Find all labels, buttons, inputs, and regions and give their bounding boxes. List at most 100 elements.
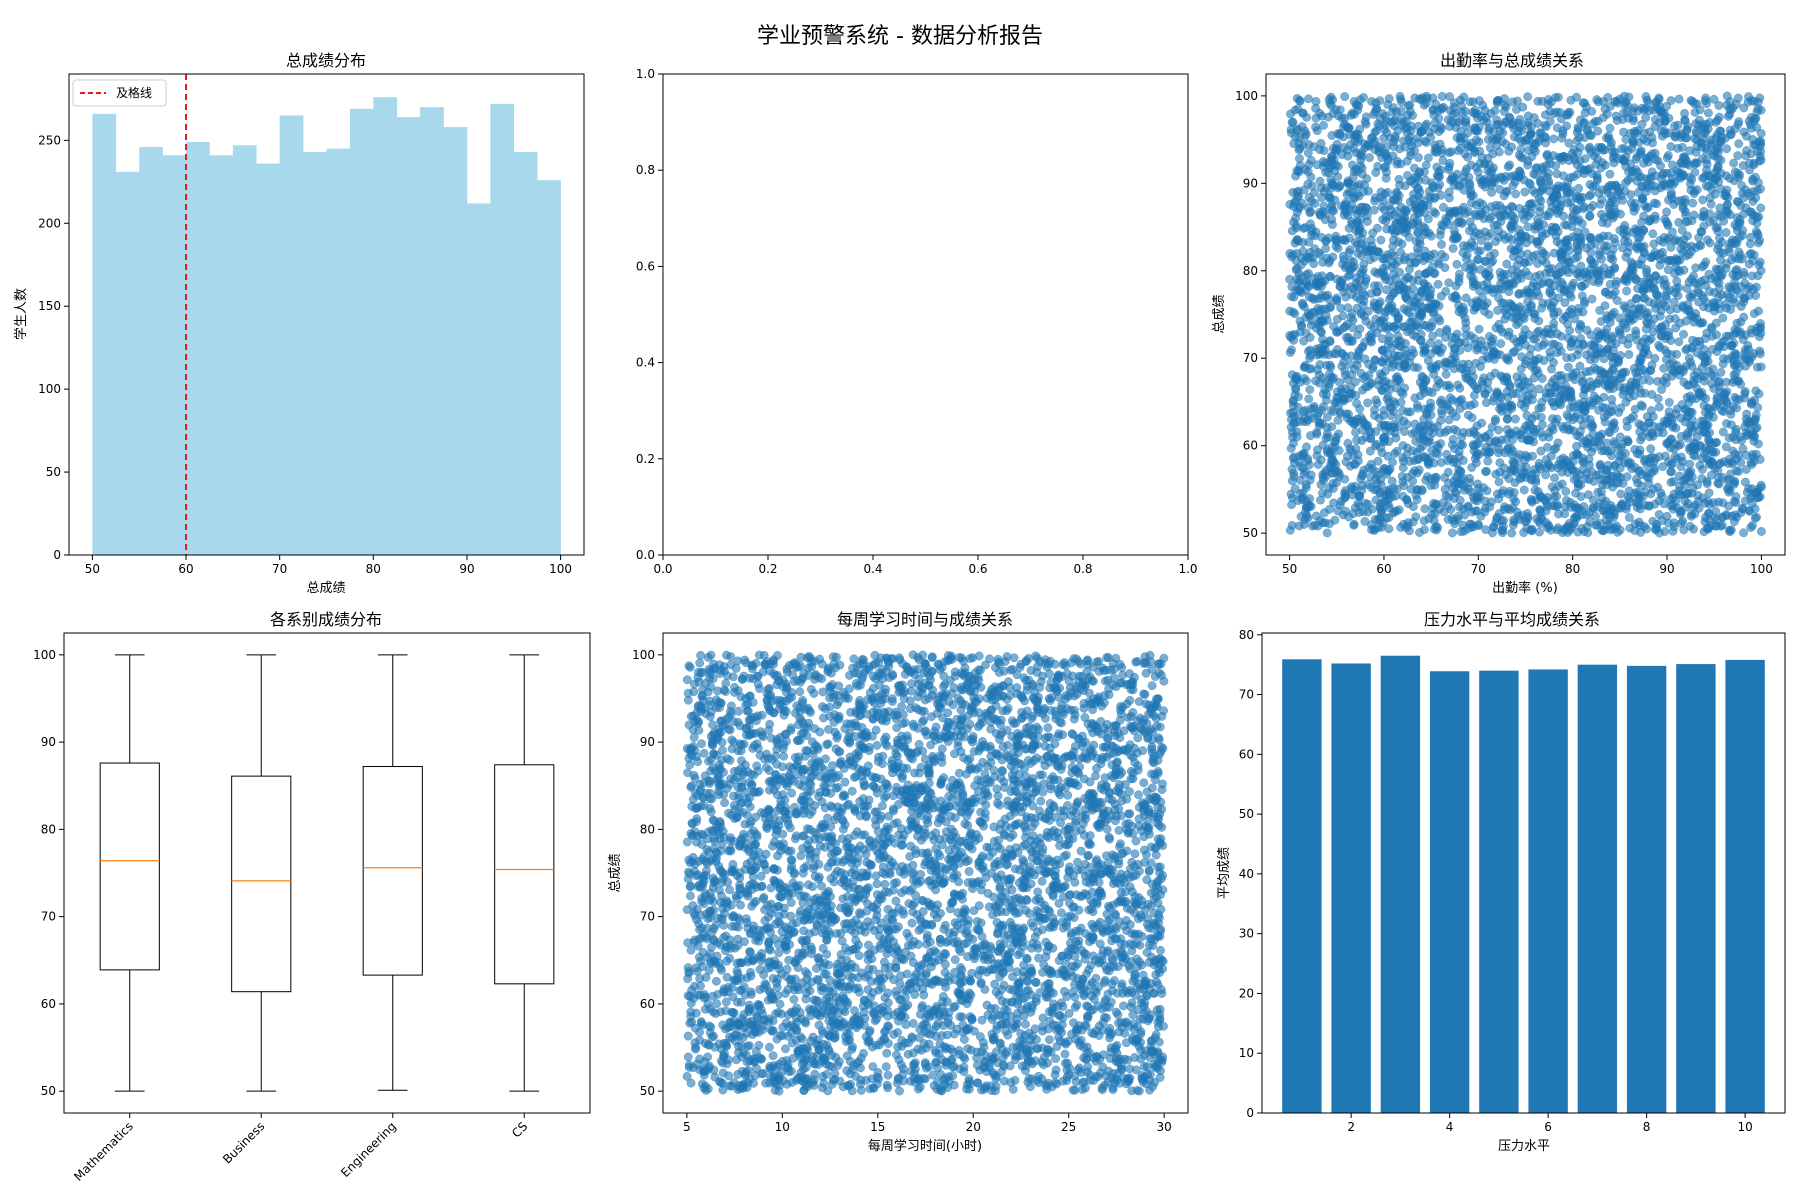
scatter-point [1634, 383, 1644, 393]
scatter-point [1405, 407, 1415, 417]
scatter-point [1642, 265, 1652, 275]
scatter-point [1321, 209, 1331, 219]
scatter-point [1743, 341, 1753, 351]
y-tick-label: 200 [38, 216, 61, 230]
scatter-point [1324, 258, 1334, 268]
scatter-point [1586, 264, 1595, 274]
scatter-point [1299, 519, 1309, 529]
x-axis-label: 总成绩 [306, 581, 345, 596]
scatter-point [1637, 193, 1647, 203]
scatter-point [1285, 525, 1295, 535]
scatter-point [1596, 163, 1606, 173]
scatter-point [1654, 340, 1664, 350]
scatter-point [1674, 337, 1684, 347]
scatter-point [1580, 108, 1590, 118]
scatter-point [1638, 365, 1648, 375]
scatter-point [1517, 462, 1526, 472]
scatter-point [1352, 351, 1362, 361]
scatter-point [1522, 508, 1532, 518]
scatter-point [1714, 240, 1723, 250]
scatter-point [1332, 314, 1342, 324]
scatter-point [1667, 227, 1677, 237]
scatter-point [1630, 126, 1640, 136]
scatter-point [1340, 263, 1350, 273]
scatter-point [1641, 92, 1651, 102]
scatter-point [1312, 160, 1322, 170]
x-tick-label: 0.4 [863, 562, 882, 576]
scatter-point [1559, 171, 1568, 181]
scatter-point [1704, 508, 1713, 518]
scatter-point [1739, 103, 1749, 113]
scatter-point [1358, 202, 1368, 212]
scatter-point [1311, 376, 1321, 386]
scatter-point [1641, 334, 1651, 344]
scatter-point [1644, 501, 1653, 511]
scatter-point [1730, 476, 1739, 486]
scatter-point [1599, 392, 1609, 402]
scatter-point [1573, 479, 1583, 489]
scatter-point [1507, 401, 1517, 411]
scatter-point [1552, 492, 1562, 501]
scatter-point [1292, 192, 1302, 202]
scatter-point [1426, 410, 1436, 420]
scatter-point [1363, 140, 1373, 150]
scatter-point [1567, 337, 1577, 347]
scatter-point [1529, 373, 1539, 383]
y-tick-label: 0.8 [636, 163, 655, 177]
scatter-point [1492, 220, 1502, 230]
scatter-point [1469, 231, 1479, 241]
scatter-point [1671, 323, 1681, 333]
scatter-point [1424, 228, 1434, 238]
scatter-point [1580, 279, 1590, 289]
scatter-point [1381, 275, 1391, 285]
histogram-bar [256, 163, 280, 555]
scatter-point [1756, 362, 1766, 372]
scatter-point [1680, 496, 1690, 506]
scatter-point [1604, 290, 1614, 300]
scatter-point [1607, 309, 1617, 319]
scatter-point [1330, 398, 1340, 408]
scatter-point [1340, 370, 1350, 380]
scatter-point [1727, 341, 1737, 350]
scatter-point [1494, 210, 1504, 220]
scatter-point [1474, 450, 1484, 460]
scatter-point [1695, 105, 1705, 115]
scatter-point [1491, 436, 1501, 446]
scatter-point [1531, 170, 1541, 180]
scatter-point [1451, 488, 1461, 498]
scatter-point [1523, 156, 1533, 166]
scatter-point [1559, 384, 1569, 394]
scatter-point [1383, 324, 1392, 334]
scatter-point [1448, 408, 1458, 418]
scatter-point [1607, 401, 1617, 411]
scatter-point [1318, 402, 1328, 412]
x-tick-label: 0.8 [1073, 562, 1092, 576]
scatter-point [1516, 309, 1526, 319]
scatter-point [1402, 156, 1412, 166]
scatter-point [1529, 334, 1539, 344]
scatter-point [1384, 398, 1394, 407]
scatter-point [1595, 266, 1605, 276]
scatter-point [1590, 181, 1600, 191]
scatter-point [1374, 147, 1384, 157]
scatter-point [1534, 458, 1544, 468]
scatter-point [1377, 385, 1387, 395]
subplot-title: 出勤率与总成绩关系 [1440, 51, 1584, 70]
scatter-point [1346, 446, 1356, 456]
scatter-point [1449, 476, 1459, 486]
scatter-point [1630, 198, 1640, 208]
scatter-point [1454, 211, 1464, 221]
scatter-point [1464, 428, 1474, 438]
scatter-point [1506, 244, 1516, 254]
scatter-point [1386, 292, 1396, 302]
scatter-point [1541, 258, 1551, 268]
scatter-point [1571, 488, 1581, 498]
scatter-point [1424, 304, 1434, 314]
scatter-point [1421, 137, 1431, 147]
scatter-point [1597, 254, 1606, 264]
scatter-point [1370, 475, 1380, 485]
scatter-point [1375, 297, 1385, 307]
scatter-point [1288, 397, 1298, 406]
scatter-point [1517, 126, 1527, 136]
